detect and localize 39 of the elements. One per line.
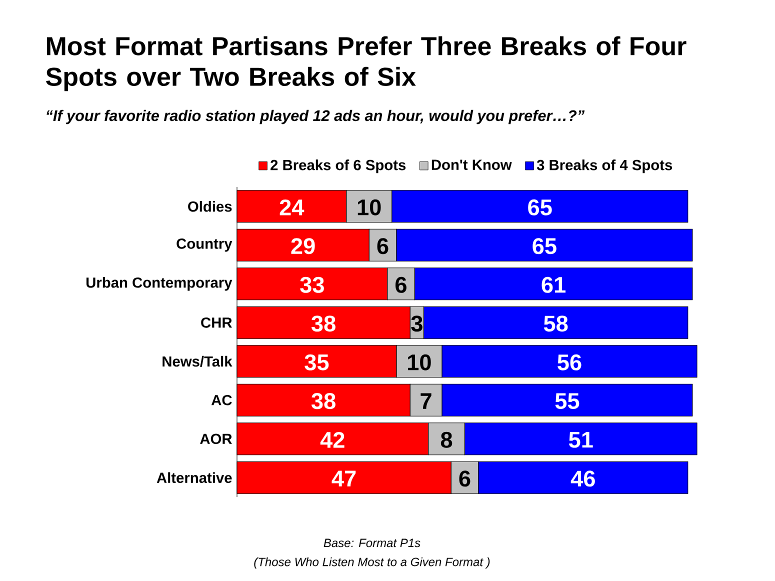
data-label: 47 (332, 470, 356, 486)
chart-subtitle: “If your favorite radio station played 12 ads an hour, would you prefer…?” (46, 110, 585, 124)
text: Base: Format P1s (324, 538, 420, 548)
data-label: 35 (304, 354, 329, 370)
y-tick-label: CHR (201, 317, 232, 328)
data-label: 38 (311, 393, 336, 410)
data-label: 10 (358, 199, 381, 216)
y-tick-label: Urban Contemporary (86, 277, 232, 291)
y-tick-label: AOR (200, 434, 232, 444)
text: (Those Who Listen Most to a Given Format ) (254, 557, 490, 569)
y-tick-label: Oldies (188, 200, 232, 212)
data-label: 6 (396, 276, 406, 293)
data-label: 6 (377, 238, 388, 254)
data-label: 46 (570, 470, 595, 487)
data-label: 8 (440, 432, 452, 448)
y-tick-label: AC (211, 394, 232, 406)
data-label: 65 (528, 199, 552, 216)
data-label: 65 (532, 238, 556, 254)
legend-label: 3 Breaks of 4 Spots (536, 159, 672, 174)
data-label: 33 (300, 276, 324, 293)
data-label: 58 (544, 316, 568, 332)
y-tick-label: News/Talk (162, 356, 232, 367)
data-label: 55 (555, 393, 580, 410)
data-label: 61 (542, 276, 566, 293)
data-label: 6 (459, 470, 470, 487)
data-label: 51 (568, 432, 593, 448)
y-tick-label: Alternative (156, 472, 232, 484)
data-label: 38 (311, 316, 336, 332)
data-label: 29 (291, 238, 315, 254)
data-label: 56 (558, 354, 582, 370)
data-label: 10 (408, 354, 431, 370)
y-tick-label: Country (176, 238, 232, 252)
data-label: 24 (280, 199, 304, 216)
chart-title: Most Format Partisans Prefer Three Breaks of Four Spots over Two Breaks of Six (46, 36, 686, 92)
legend-label: Don't Know (432, 160, 512, 170)
data-label: 7 (420, 393, 432, 409)
data-label: 3 (411, 316, 422, 332)
data-label: 42 (320, 432, 344, 448)
legend-label: 2 Breaks of 6 Spots (270, 159, 406, 174)
